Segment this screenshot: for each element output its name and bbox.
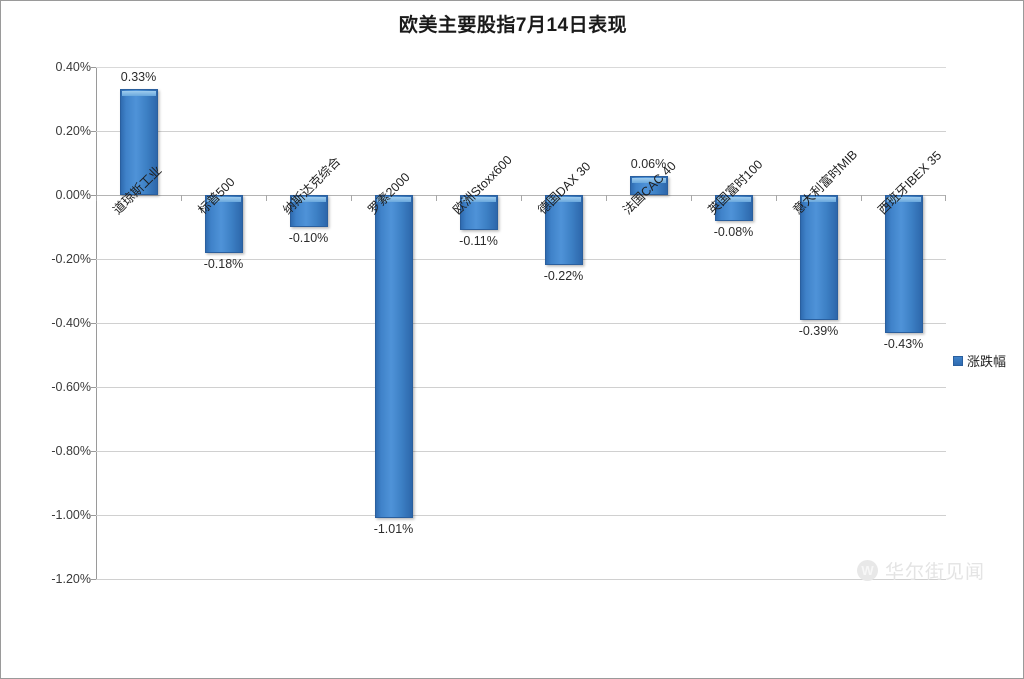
y-axis-tick-label: -1.20% [51, 572, 91, 586]
bar-4 [374, 195, 413, 519]
y-axis-tick-label: -0.80% [51, 444, 91, 458]
bar-value-label: -0.10% [288, 231, 329, 245]
x-axis-tick [606, 195, 607, 201]
y-axis-tick [91, 387, 96, 388]
y-axis-tick-label: 0.40% [55, 60, 91, 74]
y-axis-tick [91, 259, 96, 260]
gridline [96, 131, 946, 132]
gridline [96, 67, 946, 68]
gridline [96, 515, 946, 516]
x-axis-tick [351, 195, 352, 201]
bar-9 [799, 195, 838, 320]
y-axis-tick-label: -1.00% [51, 508, 91, 522]
x-axis-tick [945, 195, 946, 201]
bar-value-label: 0.33% [120, 70, 157, 85]
bar-7 [629, 175, 668, 195]
bar-value-label: -0.43% [883, 336, 924, 351]
plot-area: 0.33% 道琼斯工业 -0.18% 标普500 -0.10% 纳斯达克综合 -1.01% 罗… [91, 67, 946, 580]
chart-legend: 涨跌幅 [953, 351, 1006, 370]
x-axis-tick [691, 195, 692, 201]
x-axis-tick [436, 195, 437, 201]
bar-value-label: -0.11% [459, 234, 498, 249]
y-axis-tick [91, 195, 96, 196]
bar-value-label: -0.08% [713, 224, 754, 239]
bar-value-label: -0.39% [798, 323, 839, 338]
y-axis-tick [91, 131, 96, 132]
y-axis-tick [91, 515, 96, 516]
x-axis-tick [861, 195, 862, 201]
bar-value-label: -1.01% [373, 522, 414, 537]
bar-5 [459, 195, 498, 231]
bar-value-label: 0.06% [630, 156, 667, 171]
bar-6 [544, 195, 583, 266]
bar-2 [204, 195, 243, 253]
bar-3 [289, 195, 328, 227]
gridline [96, 323, 946, 324]
y-axis-tick [91, 579, 96, 580]
bar-8 [714, 195, 753, 221]
y-axis-tick-label: -0.20% [51, 252, 91, 266]
y-axis-labels: 0.40% 0.20% 0.00% -0.20% -0.40% -0.60% -0.80% -… [19, 60, 91, 586]
y-axis-tick [91, 67, 96, 68]
y-axis-tick [91, 323, 96, 324]
gridline [96, 387, 946, 388]
legend-color-swatch [953, 355, 963, 366]
x-axis-tick [266, 195, 267, 201]
x-axis-tick [521, 195, 522, 201]
chart-title: 欧美主要股指7月14日表现 [398, 15, 628, 36]
gridline [96, 451, 946, 452]
bar-value-label: -0.22% [543, 269, 584, 284]
x-axis-tick [776, 195, 777, 201]
y-axis-tick-label: 0.00% [55, 188, 91, 202]
x-axis-tick [181, 195, 182, 201]
y-axis-tick-label: -0.40% [51, 316, 91, 330]
legend-label: 涨跌幅 [967, 354, 1007, 369]
bar-10 [884, 195, 923, 333]
bar-1 [119, 89, 158, 195]
y-axis-tick-label: -0.60% [51, 380, 91, 394]
x-axis-tick [96, 195, 97, 201]
bar-value-label: -0.18% [203, 256, 244, 271]
y-axis-tick-label: 0.20% [55, 124, 91, 138]
gridline [96, 259, 946, 260]
gridline [96, 579, 946, 580]
y-axis-tick [91, 451, 96, 452]
